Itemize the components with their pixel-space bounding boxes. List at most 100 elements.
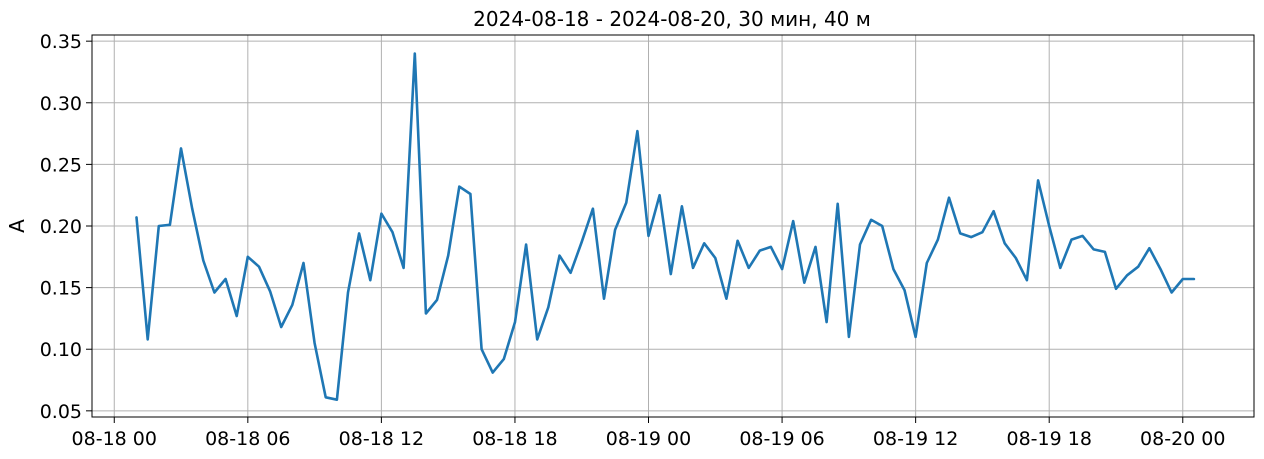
chart-title: 2024-08-18 - 2024-08-20, 30 мин, 40 м: [473, 7, 871, 31]
data-point: [970, 236, 973, 238]
data-point: [1193, 278, 1195, 280]
data-point: [324, 396, 327, 399]
data-point: [981, 231, 984, 233]
data-point: [413, 52, 416, 55]
data-point: [992, 210, 995, 213]
data-point: [803, 281, 806, 284]
y-tick-label: 0.05: [40, 401, 82, 423]
data-point: [224, 278, 227, 280]
data-point: [280, 326, 283, 328]
data-point: [458, 185, 461, 188]
data-point: [302, 262, 305, 264]
data-point: [836, 203, 839, 205]
series-points: [135, 52, 1195, 401]
data-point: [247, 256, 249, 258]
data-point: [1181, 278, 1184, 280]
data-point: [380, 212, 383, 215]
data-point: [736, 239, 739, 242]
data-point: [1048, 225, 1051, 227]
data-point: [647, 235, 650, 237]
series-layer: [135, 52, 1196, 402]
data-point: [1104, 251, 1106, 253]
data-point: [859, 243, 861, 246]
data-point: [447, 254, 449, 257]
data-point: [937, 238, 939, 241]
x-tick-label: 08-19 12: [873, 428, 958, 450]
x-tick-label: 08-19 06: [739, 428, 824, 450]
data-point: [848, 336, 850, 338]
y-tick-label: 0.35: [40, 31, 82, 53]
data-point: [191, 207, 193, 210]
x-tick-label: 08-18 06: [205, 428, 290, 450]
data-point: [213, 291, 216, 294]
data-point: [235, 315, 238, 317]
data-point: [781, 268, 783, 270]
data-point: [480, 348, 483, 351]
data-point: [180, 147, 182, 150]
data-point: [814, 246, 817, 248]
grid: [92, 35, 1254, 417]
data-point: [503, 358, 505, 360]
data-point: [1126, 274, 1128, 277]
data-point: [402, 267, 405, 269]
data-point: [369, 279, 372, 282]
data-point: [291, 304, 294, 306]
data-point: [959, 232, 961, 235]
data-point: [1015, 257, 1017, 259]
data-point: [770, 246, 772, 248]
data-point: [747, 267, 750, 269]
data-point: [269, 290, 271, 293]
x-tick-label: 08-19 18: [1006, 428, 1091, 450]
data-point: [658, 194, 661, 196]
data-point: [436, 299, 438, 301]
data-point: [1092, 248, 1095, 251]
data-point: [157, 225, 160, 227]
data-point: [202, 259, 205, 262]
data-point: [703, 242, 705, 245]
data-point: [558, 254, 561, 257]
data-point: [135, 216, 138, 219]
y-tick-label: 0.10: [40, 339, 82, 361]
y-tick-label: 0.20: [40, 216, 82, 238]
data-point: [358, 232, 360, 235]
data-point: [625, 201, 628, 204]
data-point: [547, 306, 550, 309]
series-line: [135, 52, 1196, 402]
data-point: [792, 220, 795, 222]
tick-layer: 08-18 00 08-18 06 08-18 12 08-18 18 08-19 00…: [40, 31, 1226, 450]
data-point: [1003, 242, 1006, 245]
data-point: [425, 312, 427, 315]
data-point: [592, 207, 594, 210]
x-tick-label: 08-18 00: [72, 428, 157, 450]
data-point: [1026, 279, 1028, 282]
data-point: [614, 228, 616, 231]
x-tick-label: 08-18 12: [339, 428, 424, 450]
data-point: [1037, 179, 1039, 182]
y-tick-label: 0.25: [40, 154, 82, 176]
data-point: [313, 342, 316, 344]
data-point: [914, 336, 917, 338]
x-tick-label: 08-20 00: [1140, 428, 1225, 450]
data-point: [669, 273, 672, 275]
data-point: [725, 297, 728, 300]
data-point: [491, 371, 494, 374]
data-point: [1170, 291, 1173, 294]
data-point: [469, 193, 472, 195]
data-point: [892, 268, 895, 270]
data-point: [681, 205, 683, 208]
data-point: [525, 243, 527, 246]
data-point: [391, 231, 394, 233]
data-point: [903, 289, 906, 291]
data-point: [580, 241, 583, 243]
data-point: [1148, 247, 1151, 249]
data-point: [169, 223, 171, 226]
data-point: [825, 321, 828, 323]
data-point: [1081, 235, 1084, 237]
data-point: [536, 338, 539, 341]
data-point: [714, 257, 717, 259]
y-tick-label: 0.15: [40, 278, 82, 300]
data-point: [692, 267, 694, 269]
data-point: [870, 219, 872, 221]
y-tick-label: 0.30: [40, 93, 82, 115]
